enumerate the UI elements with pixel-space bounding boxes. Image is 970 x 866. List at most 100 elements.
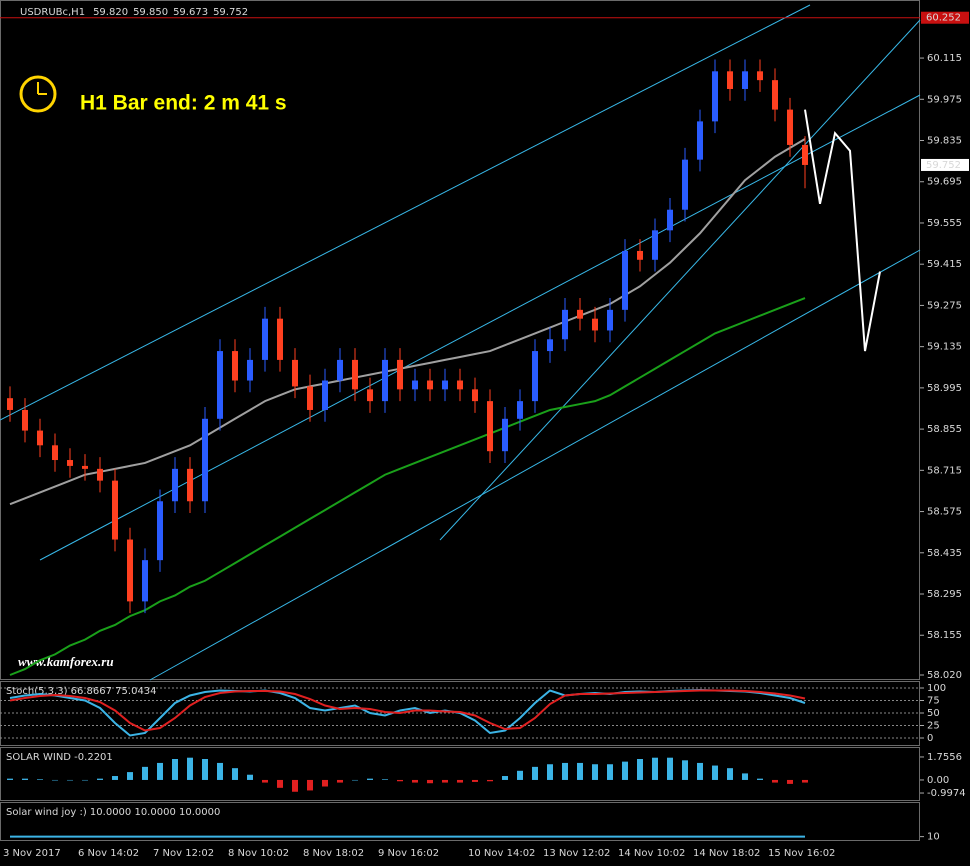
- candle-body: [562, 309, 568, 340]
- trend-line: [0, 4, 811, 421]
- candle-body: [142, 560, 148, 602]
- x-tick-label: 8 Nov 18:02: [303, 848, 364, 859]
- histogram-bar: [502, 776, 508, 780]
- histogram-bar: [112, 776, 118, 780]
- histogram-bar: [142, 766, 148, 780]
- histogram-bar: [232, 768, 238, 780]
- y-tick-label: 59.695: [927, 177, 962, 188]
- main-pane-frame: [0, 0, 920, 680]
- candle-body: [622, 250, 628, 310]
- histogram-bar: [277, 779, 283, 788]
- histogram-bar: [427, 779, 433, 784]
- candle-body: [547, 339, 553, 352]
- histogram-bar: [457, 779, 463, 783]
- histogram-bar: [22, 778, 28, 780]
- histogram-bar: [727, 768, 733, 780]
- histogram-bar: [712, 765, 718, 780]
- y-tick-label: 25: [927, 721, 940, 732]
- candle-body: [7, 398, 13, 410]
- trend-line: [149, 249, 921, 681]
- indicator-line: [9, 689, 806, 732]
- y-tick-label: 58.995: [927, 383, 962, 394]
- y-tick-label: 59.135: [927, 342, 962, 353]
- candle-body: [352, 359, 358, 390]
- histogram-bar: [682, 760, 688, 780]
- histogram-bar: [562, 762, 568, 780]
- candle-body: [307, 386, 313, 410]
- candle-body: [472, 389, 478, 402]
- y-tick-label: 60.115: [927, 53, 962, 64]
- level-label: 60.252: [926, 13, 961, 24]
- candle-body: [442, 380, 448, 390]
- candle-body: [607, 309, 613, 331]
- candle-body: [682, 159, 688, 210]
- trend-line: [39, 94, 921, 561]
- histogram-bar: [637, 759, 643, 780]
- candle-body: [52, 445, 58, 461]
- histogram-bar: [607, 764, 613, 780]
- candle-body: [412, 380, 418, 390]
- histogram-bar: [67, 779, 73, 781]
- y-tick-label: 58.020: [927, 670, 962, 681]
- histogram-bar: [592, 764, 598, 780]
- candle-body: [727, 71, 733, 89]
- histogram-bar: [7, 778, 13, 780]
- candle-body: [742, 71, 748, 89]
- histogram-bar: [247, 774, 253, 780]
- histogram-bar: [757, 778, 763, 780]
- chart-header: USDRUBc,H1 59.820 59.850 59.673 59.752: [20, 7, 248, 18]
- histogram-bar: [37, 779, 43, 780]
- y-tick-label: 10: [927, 832, 940, 843]
- candle-body: [457, 380, 463, 390]
- histogram-bar: [262, 779, 268, 783]
- candle-body: [397, 359, 403, 390]
- histogram-bar: [82, 779, 88, 781]
- x-tick-label: 3 Nov 2017: [3, 848, 61, 859]
- candle-body: [802, 144, 808, 165]
- y-tick-label: 59.415: [927, 259, 962, 270]
- histogram-bar: [697, 762, 703, 780]
- histogram-bar: [127, 772, 133, 780]
- histogram-bar: [517, 770, 523, 780]
- candle-body: [427, 380, 433, 390]
- last-price-box: [921, 158, 969, 171]
- histogram-bar: [382, 779, 388, 780]
- y-tick-label: 58.155: [927, 630, 962, 641]
- bar-timer: H1 Bar end: 2 m 41 s: [80, 92, 287, 115]
- histogram-bar: [577, 762, 583, 780]
- symbol: USDRUBc,H1: [20, 7, 85, 18]
- candle-body: [157, 501, 163, 561]
- histogram-bar: [52, 779, 58, 781]
- x-tick-label: 14 Nov 10:02: [618, 848, 685, 859]
- candle-body: [82, 465, 88, 469]
- histogram-bar: [322, 779, 328, 787]
- overlay-line: [9, 297, 806, 676]
- candle-body: [22, 409, 28, 431]
- y-tick-label: 59.835: [927, 136, 962, 147]
- candle-body: [262, 318, 268, 360]
- level-label-box: [921, 11, 969, 24]
- joy-pane-frame: [0, 802, 920, 841]
- candle-body: [337, 359, 343, 381]
- histogram-bar: [472, 779, 478, 782]
- histogram-bar: [292, 779, 298, 792]
- histogram-bar: [352, 779, 358, 781]
- y-tick-label: 0.00: [927, 775, 949, 786]
- pane-title: SOLAR WIND -0.2201: [6, 752, 113, 763]
- candle-body: [652, 230, 658, 260]
- x-tick-label: 7 Nov 12:02: [153, 848, 214, 859]
- candle-body: [382, 359, 388, 402]
- candle-body: [592, 318, 598, 331]
- candle-body: [697, 121, 703, 160]
- overlay-line: [9, 138, 806, 506]
- solar-pane-frame: [0, 747, 920, 801]
- candle-body: [37, 430, 43, 446]
- histogram-bar: [97, 778, 103, 780]
- header-close: 59.752: [213, 7, 248, 18]
- candle-body: [97, 468, 103, 481]
- header-low: 59.673: [173, 7, 208, 18]
- y-tick-label: 1.7556: [927, 752, 962, 763]
- candle-body: [757, 71, 763, 81]
- candle-body: [232, 351, 238, 381]
